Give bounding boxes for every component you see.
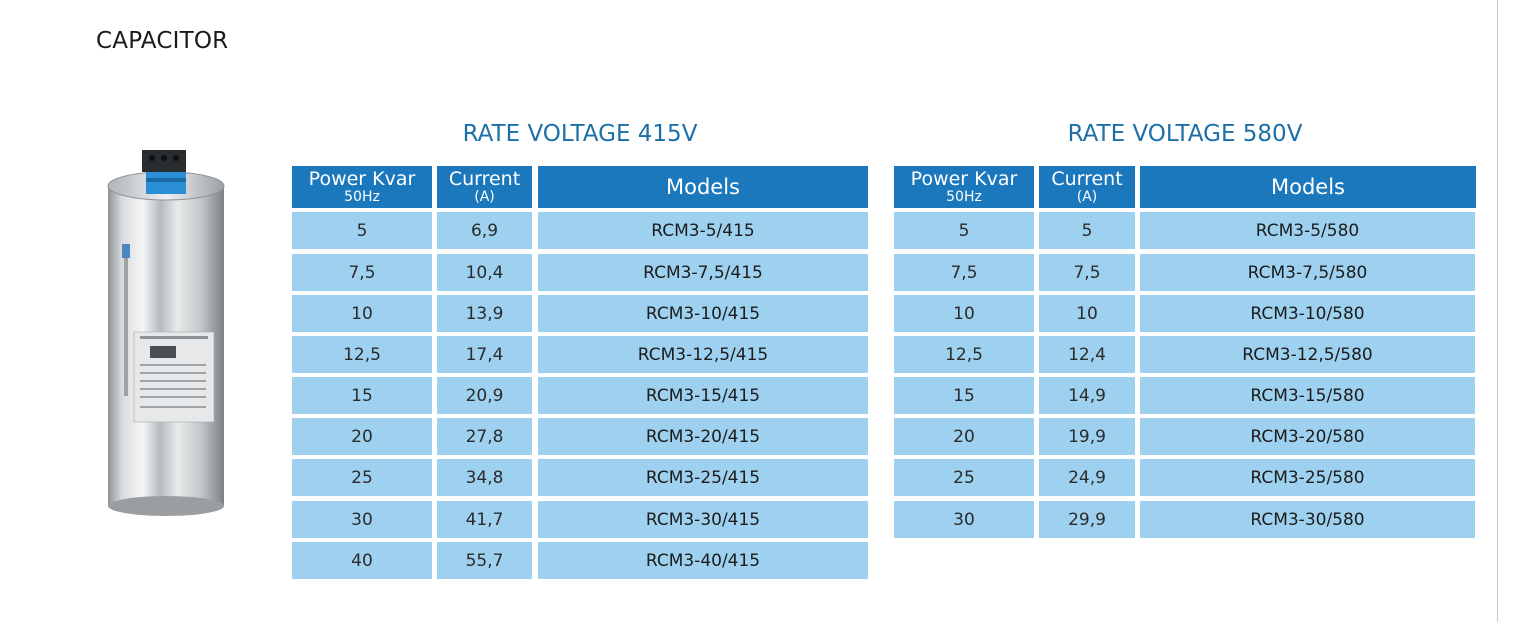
- header-power-kvar: Power Kvar 50Hz: [292, 166, 432, 208]
- header-current-sub: (A): [474, 189, 495, 205]
- cell-power: 20: [894, 418, 1034, 455]
- header-models-label: Models: [666, 174, 740, 199]
- capacitor-product-image: [107, 150, 225, 516]
- cell-model: RCM3-7,5/415: [538, 254, 868, 291]
- cell-power: 15: [292, 377, 432, 414]
- header-models: Models: [538, 166, 868, 208]
- cell-current: 5: [1039, 212, 1135, 249]
- header-models: Models: [1140, 166, 1476, 208]
- header-current: Current (A): [437, 166, 532, 208]
- cell-power: 15: [894, 377, 1034, 414]
- header-current-label: Current: [448, 168, 521, 190]
- cell-current: 20,9: [437, 377, 532, 414]
- cell-model: RCM3-10/415: [538, 295, 868, 332]
- cell-power: 5: [894, 212, 1034, 249]
- cell-power: 30: [894, 501, 1034, 538]
- cell-model: RCM3-40/415: [538, 542, 868, 579]
- header-power-label: Power Kvar: [910, 168, 1018, 190]
- cell-current: 10,4: [437, 254, 532, 291]
- section-title-415v: RATE VOLTAGE 415V: [462, 121, 698, 147]
- cell-current: 17,4: [437, 336, 532, 373]
- cell-power: 40: [292, 542, 432, 579]
- cell-model: RCM3-30/415: [538, 501, 868, 538]
- cell-current: 29,9: [1039, 501, 1135, 538]
- cell-power: 25: [292, 459, 432, 496]
- cell-power: 12,5: [292, 336, 432, 373]
- cell-model: RCM3-20/580: [1140, 418, 1475, 455]
- cell-power: 25: [894, 459, 1034, 496]
- cell-current: 7,5: [1039, 254, 1135, 291]
- cell-model: RCM3-15/580: [1140, 377, 1475, 414]
- cell-model: RCM3-10/580: [1140, 295, 1475, 332]
- header-power-sub: 50Hz: [946, 189, 982, 205]
- cell-current: 10: [1039, 295, 1135, 332]
- cell-power: 30: [292, 501, 432, 538]
- cell-power: 12,5: [894, 336, 1034, 373]
- header-power-sub: 50Hz: [344, 189, 380, 205]
- cell-model: RCM3-30/580: [1140, 501, 1475, 538]
- header-current-sub: (A): [1076, 189, 1098, 205]
- cell-current: 34,8: [437, 459, 532, 496]
- cell-model: RCM3-15/415: [538, 377, 868, 414]
- cell-power: 7,5: [894, 254, 1034, 291]
- cell-current: 24,9: [1039, 459, 1135, 496]
- vertical-divider: [1497, 0, 1498, 622]
- cell-power: 10: [292, 295, 432, 332]
- header-power-kvar: Power Kvar 50Hz: [894, 166, 1034, 208]
- header-models-label: Models: [1271, 174, 1345, 199]
- header-current-label: Current: [1051, 168, 1123, 190]
- cell-power: 20: [292, 418, 432, 455]
- cell-current: 13,9: [437, 295, 532, 332]
- cell-current: 14,9: [1039, 377, 1135, 414]
- cell-model: RCM3-25/415: [538, 459, 868, 496]
- cell-current: 55,7: [437, 542, 532, 579]
- cell-current: 19,9: [1039, 418, 1135, 455]
- cell-power: 10: [894, 295, 1034, 332]
- cell-model: RCM3-5/580: [1140, 212, 1475, 249]
- page-title: CAPACITOR: [96, 28, 229, 54]
- cell-power: 5: [292, 212, 432, 249]
- header-current: Current (A): [1039, 166, 1135, 208]
- cell-model: RCM3-25/580: [1140, 459, 1475, 496]
- section-title-580v: RATE VOLTAGE 580V: [1067, 121, 1303, 147]
- cell-current: 41,7: [437, 501, 532, 538]
- cell-current: 12,4: [1039, 336, 1135, 373]
- cell-model: RCM3-20/415: [538, 418, 868, 455]
- cell-model: RCM3-5/415: [538, 212, 868, 249]
- cell-current: 6,9: [437, 212, 532, 249]
- header-power-label: Power Kvar: [308, 168, 416, 190]
- cell-model: RCM3-12,5/415: [538, 336, 868, 373]
- cell-model: RCM3-7,5/580: [1140, 254, 1475, 291]
- cell-power: 7,5: [292, 254, 432, 291]
- cell-current: 27,8: [437, 418, 532, 455]
- cell-model: RCM3-12,5/580: [1140, 336, 1475, 373]
